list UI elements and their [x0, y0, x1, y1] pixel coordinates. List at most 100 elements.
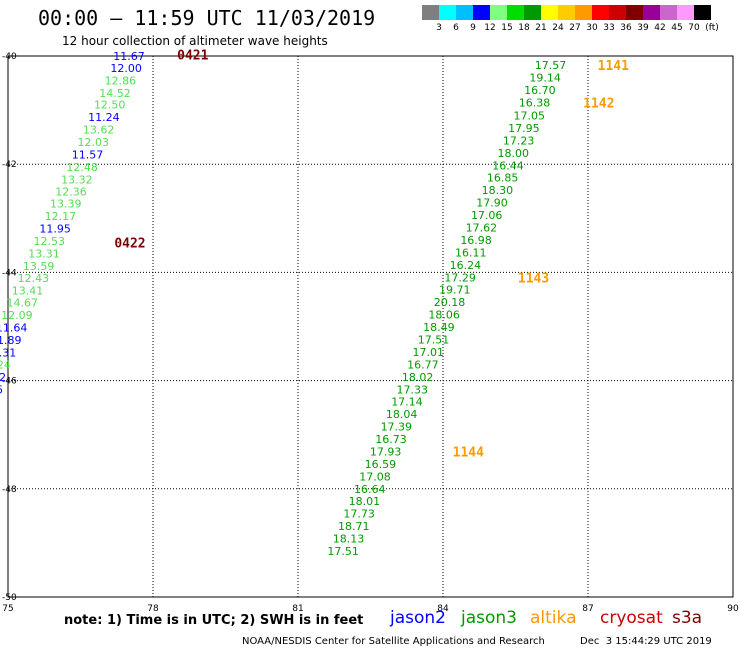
color-scale-label: 42: [654, 23, 666, 33]
map-frame: [7, 55, 734, 598]
wave-height-label: 12.09: [1, 309, 33, 322]
mission-label-jason3: jason3: [461, 608, 517, 628]
wave-height-label: 17.95: [508, 122, 540, 135]
color-scale-label: 27: [569, 23, 581, 33]
color-scale-label: 3: [436, 23, 442, 33]
wave-height-label: 17.33: [397, 383, 429, 396]
wave-height-label: 19.14: [529, 72, 561, 85]
color-scale-unit: (ft): [705, 23, 719, 33]
wave-height-label: 17.51: [327, 545, 359, 558]
wave-height-label: 18.13: [333, 533, 365, 546]
color-scale-swatch: [694, 5, 711, 20]
y-tick-label: -44: [2, 268, 17, 278]
color-scale-swatch: [422, 5, 439, 20]
mission-label-altika: altika: [530, 608, 577, 628]
wave-height-label: 19.71: [439, 284, 471, 297]
x-tick-label: 81: [292, 604, 303, 614]
wave-height-label: 16.70: [524, 84, 556, 97]
wave-height-label: 18.01: [349, 495, 381, 508]
wave-height-label: 11.31: [0, 346, 16, 359]
color-scale-label: 24: [552, 23, 564, 33]
wave-height-label: 17.08: [359, 470, 391, 483]
wave-height-label: 18.02: [402, 371, 434, 384]
color-scale-label: 12: [484, 23, 496, 33]
wave-height-label: 12.53: [34, 235, 66, 248]
wave-height-label: 17.14: [391, 396, 423, 409]
color-scale-swatch: [643, 5, 660, 20]
wave-height-label: 16.11: [455, 246, 487, 259]
chart-subtitle: 12 hour collection of altimeter wave hei…: [62, 34, 328, 48]
wave-height-label: 11.67: [113, 50, 145, 63]
color-scale-label: 70: [688, 23, 700, 33]
wave-height-label: 16.59: [365, 458, 397, 471]
color-scale-label: 21: [535, 23, 547, 33]
wave-height-label: 17.57: [535, 59, 567, 72]
color-scale-label: 36: [620, 23, 632, 33]
wave-height-label: 13.59: [23, 260, 55, 273]
wave-height-label: 12.50: [94, 99, 126, 112]
x-tick-label: 75: [2, 604, 13, 614]
wave-height-label: 13.62: [83, 124, 115, 137]
color-scale-swatch: [660, 5, 677, 20]
y-tick-label: -40: [2, 52, 17, 62]
y-tick-label: -48: [2, 485, 17, 495]
color-scale-label: 18: [518, 23, 530, 33]
color-scale-label: 39: [637, 23, 649, 33]
wave-height-label: 16.44: [492, 159, 524, 172]
wave-height-label: 16.38: [519, 97, 551, 110]
wave-height-label: 13.41: [12, 284, 44, 297]
wave-height-label: 17.06: [471, 209, 503, 222]
wave-height-label: 16.85: [487, 172, 519, 185]
pass-time-label: 1141: [598, 59, 629, 74]
wave-height-label: 14.67: [6, 297, 38, 310]
wave-height-label: 14.52: [99, 87, 131, 100]
wave-height-label: 17.51: [418, 333, 450, 346]
pass-time-label: 1142: [583, 97, 614, 112]
wave-height-label: 20.18: [434, 296, 466, 309]
wave-height-label: 16.98: [460, 234, 492, 247]
wave-height-label: 10.52: [0, 371, 6, 384]
color-scale-swatch: [490, 5, 507, 20]
color-scale-swatch: [626, 5, 643, 20]
color-scale-label: 45: [671, 23, 683, 33]
wave-height-label: 17.73: [343, 508, 375, 521]
wave-height-label: 18.71: [338, 520, 370, 533]
color-scale-swatch: [473, 5, 490, 20]
color-scale-label: 15: [501, 23, 513, 33]
wave-height-label: 11.64: [0, 322, 27, 335]
x-tick-label: 90: [727, 604, 739, 614]
color-scale-swatch: [507, 5, 524, 20]
color-scale-label: 30: [586, 23, 598, 33]
y-tick-label: -46: [2, 377, 17, 387]
wave-height-label: 18.30: [482, 184, 514, 197]
wave-height-label: 17.23: [503, 134, 535, 147]
y-tick-label: -50: [2, 593, 17, 603]
wave-height-label: 11.24: [88, 111, 120, 124]
wave-height-label: 16.64: [354, 483, 386, 496]
wave-height-label: 18.06: [428, 309, 460, 322]
wave-height-label: 11.95: [39, 223, 71, 236]
wave-height-label: 17.90: [476, 197, 508, 210]
wave-height-label: 16.77: [407, 358, 439, 371]
footer: note: 1) Time is in UTC; 2) SWH is in fe…: [0, 600, 740, 650]
wave-height-label: 12.86: [105, 74, 137, 87]
color-scale-swatch: [677, 5, 694, 20]
wave-height-label: 12.43: [18, 272, 50, 285]
color-scale-swatch: [609, 5, 626, 20]
wave-height-label: 12.48: [66, 161, 98, 174]
wave-height-label: 17.29: [444, 271, 476, 284]
wave-height-label: 18.00: [498, 147, 530, 160]
pass-time-label: 0421: [177, 48, 208, 63]
wave-height-label: 13.39: [50, 198, 82, 211]
timestamp-text: Dec 3 15:44:29 UTC 2019: [580, 636, 712, 647]
wave-height-label: 11.25: [0, 383, 3, 396]
wave-height-label: 13.31: [28, 247, 60, 260]
mission-label-jason2: jason2: [390, 608, 446, 628]
color-scale-swatch: [558, 5, 575, 20]
color-scale-swatch: [524, 5, 541, 20]
color-scale-swatch: [456, 5, 473, 20]
footer-note: note: 1) Time is in UTC; 2) SWH is in fe…: [64, 613, 364, 628]
wave-height-label: 16.24: [450, 259, 482, 272]
credit-text: NOAA/NESDIS Center for Satellite Applica…: [242, 636, 545, 647]
